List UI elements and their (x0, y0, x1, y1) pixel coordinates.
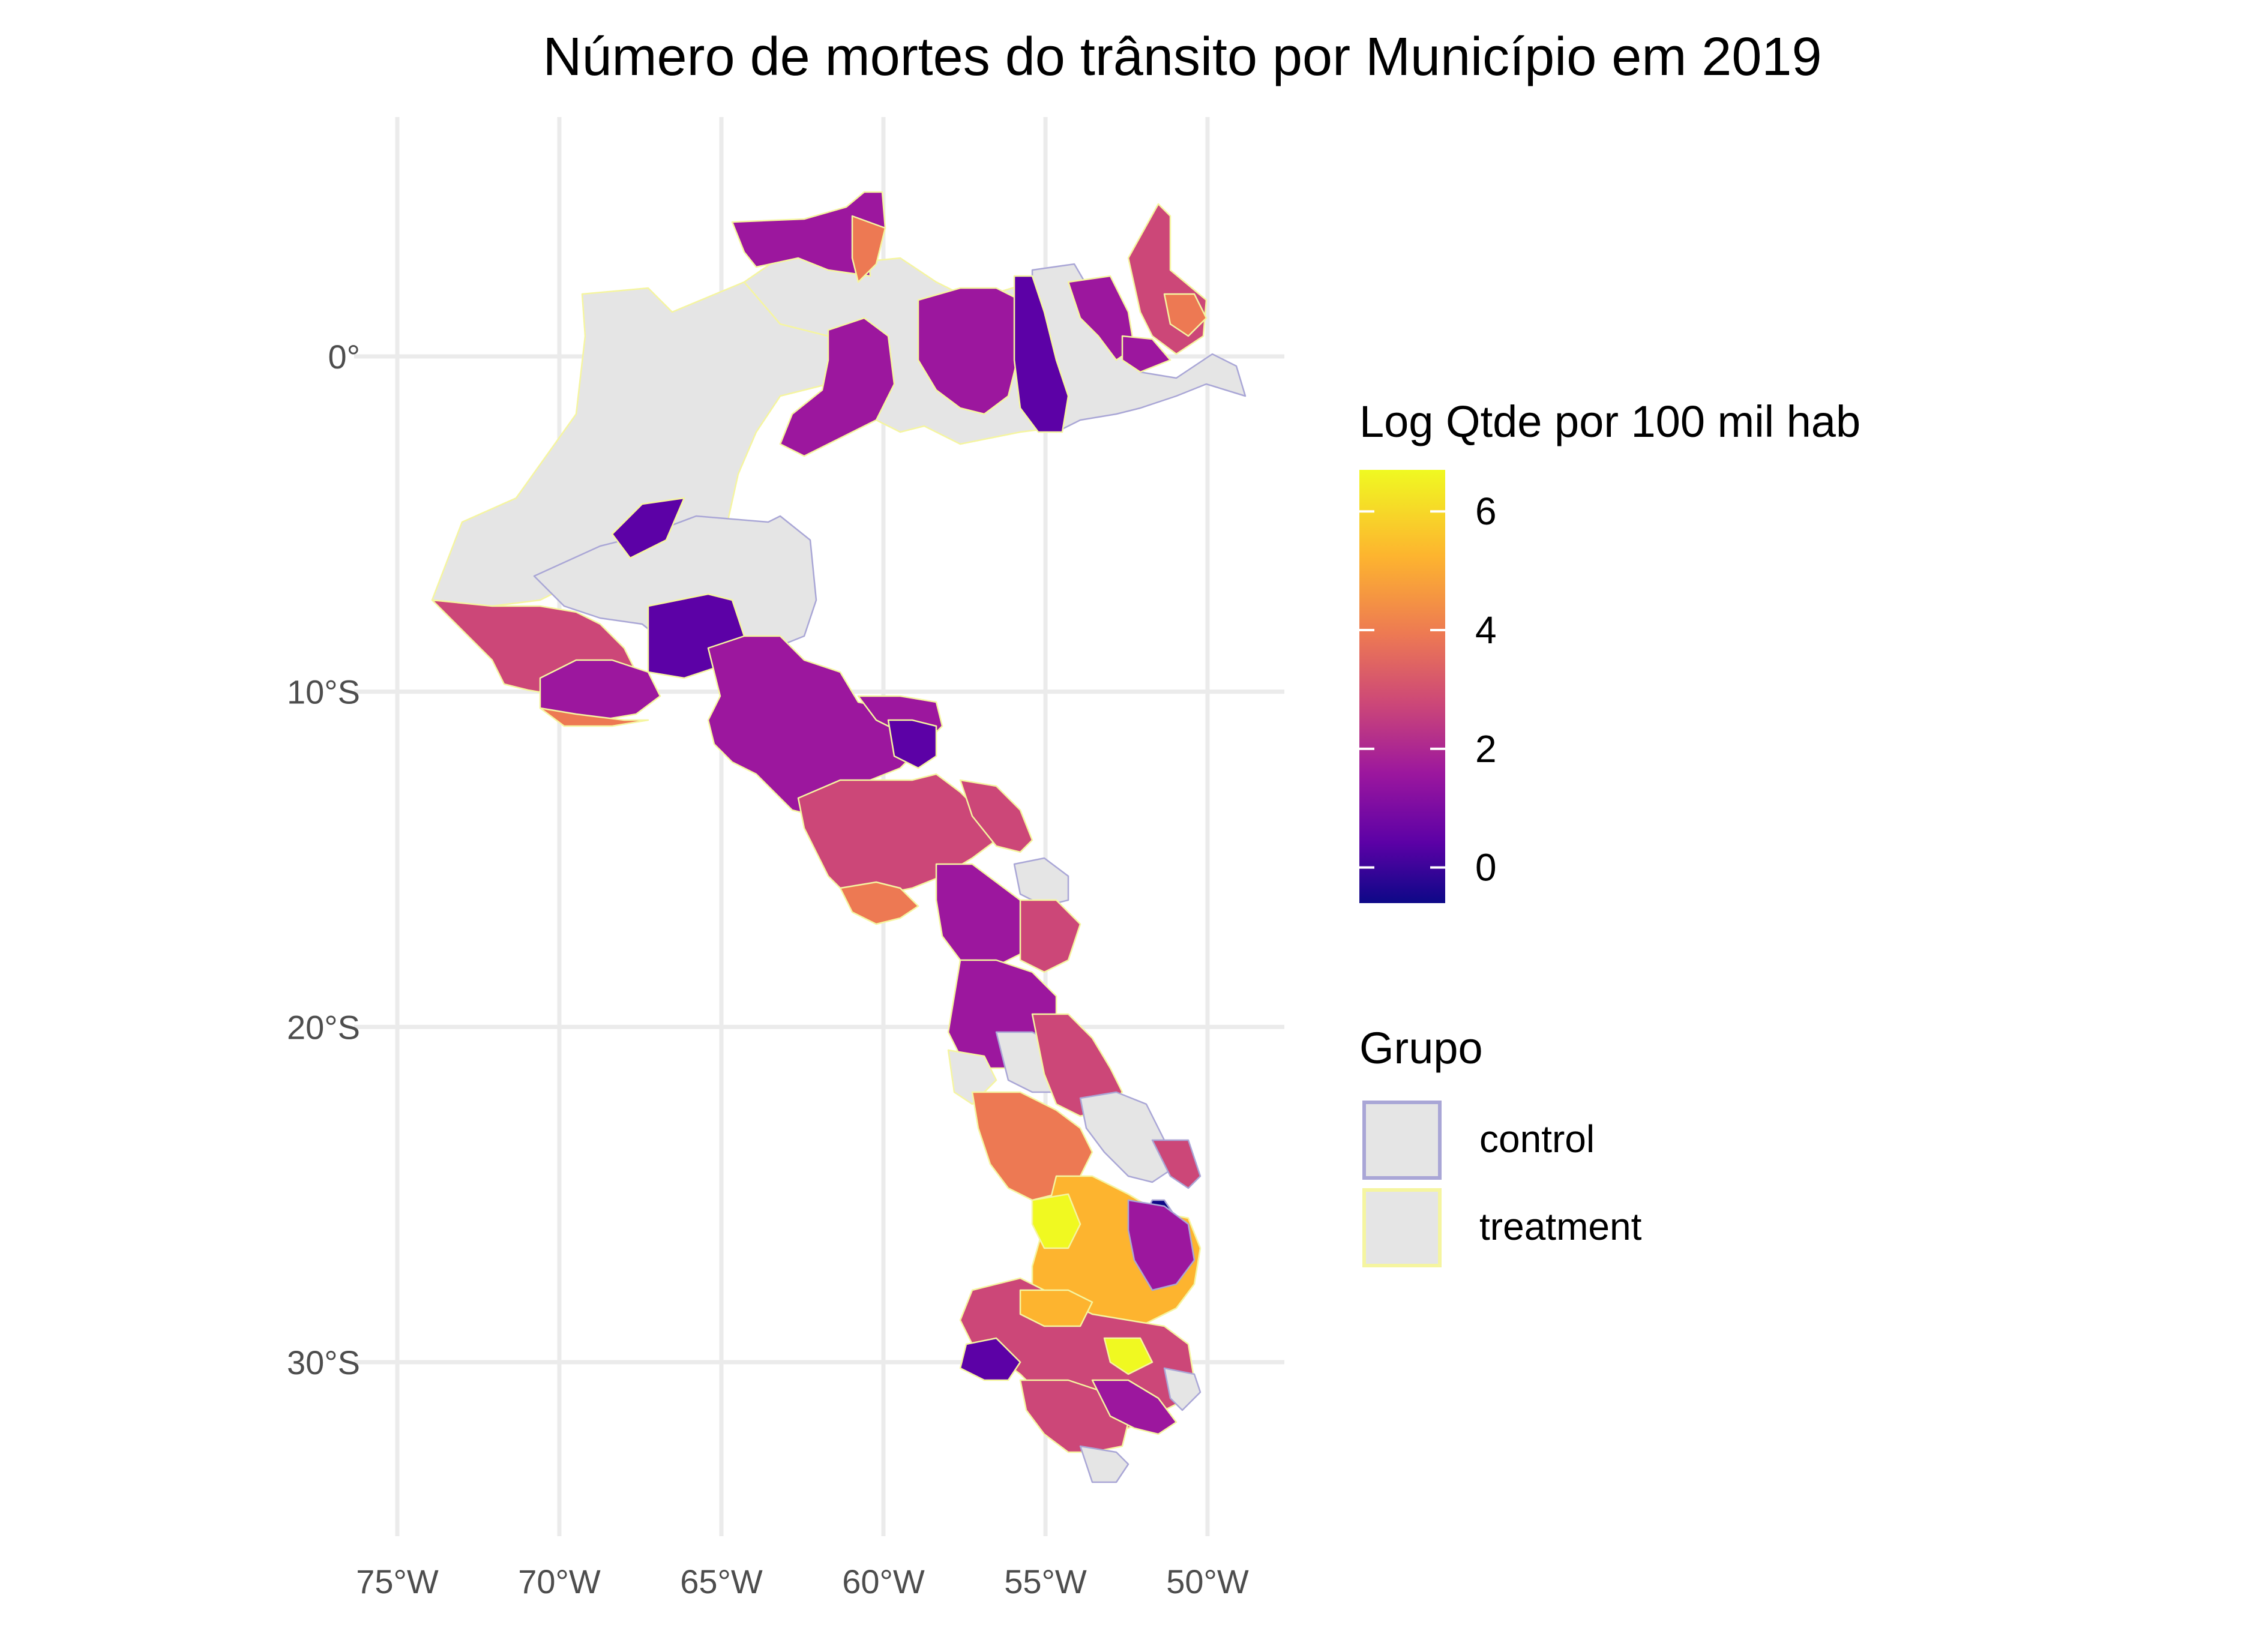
colorbar (1359, 470, 1445, 903)
chart-title: Número de mortes do trânsito por Municíp… (543, 27, 1821, 87)
municipality-ms-control (1013, 857, 1069, 907)
y-tick-label: 30°S (287, 1344, 360, 1381)
municipality-macapa (1163, 293, 1208, 337)
x-tick-label: 50°W (1166, 1563, 1249, 1600)
colorbar-ticks: 0 2 4 6 (1359, 490, 1497, 889)
x-tick-label: 70°W (518, 1563, 601, 1600)
municipality-parana-east-control (1079, 1091, 1172, 1183)
legend-label-treatment: treatment (1479, 1205, 1642, 1248)
municipality-para-west (917, 287, 1021, 415)
municipality-mt-east (959, 779, 1033, 853)
x-axis-ticks: 75°W 70°W 65°W 60°W 55°W 50°W (356, 1563, 1249, 1600)
group-legend-title: Grupo (1359, 1023, 1483, 1073)
x-tick-label: 60°W (842, 1563, 925, 1600)
municipality-acre-south (539, 707, 649, 727)
y-tick-label: 10°S (287, 673, 360, 711)
legend-key-treatment (1362, 1188, 1442, 1267)
y-axis-ticks: 0° 10°S 20°S 30°S (287, 338, 360, 1381)
municipality-sc-east (1127, 1199, 1196, 1291)
municipality-rs-east (1091, 1379, 1178, 1435)
municipality-rs-bright (1103, 1337, 1154, 1375)
municipality-para-dark (1013, 275, 1069, 433)
central-control-region (533, 515, 817, 673)
y-tick-label: 20°S (287, 1008, 360, 1046)
fill-legend-title: Log Qtde por 100 mil hab (1359, 397, 1860, 446)
municipality-rs-yellow (1019, 1289, 1093, 1327)
municipality-amapa-coast (1127, 203, 1208, 355)
municipality-mt-yellowish (839, 881, 919, 925)
colorbar-tick-label: 2 (1475, 727, 1497, 770)
y-tick-label: 0° (328, 338, 360, 376)
municipality-regions (431, 191, 1247, 1483)
legend-label-control: control (1479, 1117, 1595, 1161)
municipality-mt-dark (887, 719, 937, 769)
municipality-roraima-east (851, 215, 886, 283)
colorbar-tick-label: 0 (1475, 846, 1497, 889)
municipality-ms-north-east (1019, 899, 1081, 973)
x-tick-label: 55°W (1004, 1563, 1087, 1600)
fill-legend: Log Qtde por 100 mil hab 0 2 4 6 (1359, 397, 1860, 903)
municipality-amapa-south (1121, 335, 1172, 373)
municipality-rs-dark-west (959, 1337, 1021, 1381)
municipality-sc-yellow (1031, 1193, 1081, 1249)
group-legend: Grupo control treatment (1359, 1023, 1642, 1267)
x-tick-label: 75°W (356, 1563, 439, 1600)
x-tick-label: 65°W (680, 1563, 763, 1600)
municipality-amazonas-west (611, 497, 685, 559)
municipality-rs-coast-grey (1163, 1367, 1202, 1411)
municipality-rs-south-grey (1079, 1445, 1129, 1483)
colorbar-tick-label: 4 (1475, 608, 1497, 652)
colorbar-tick-label: 6 (1475, 490, 1497, 533)
municipality-amazonas-east (779, 317, 895, 457)
legend-key-control (1362, 1101, 1442, 1180)
municipality-coast-parana (1151, 1139, 1202, 1189)
